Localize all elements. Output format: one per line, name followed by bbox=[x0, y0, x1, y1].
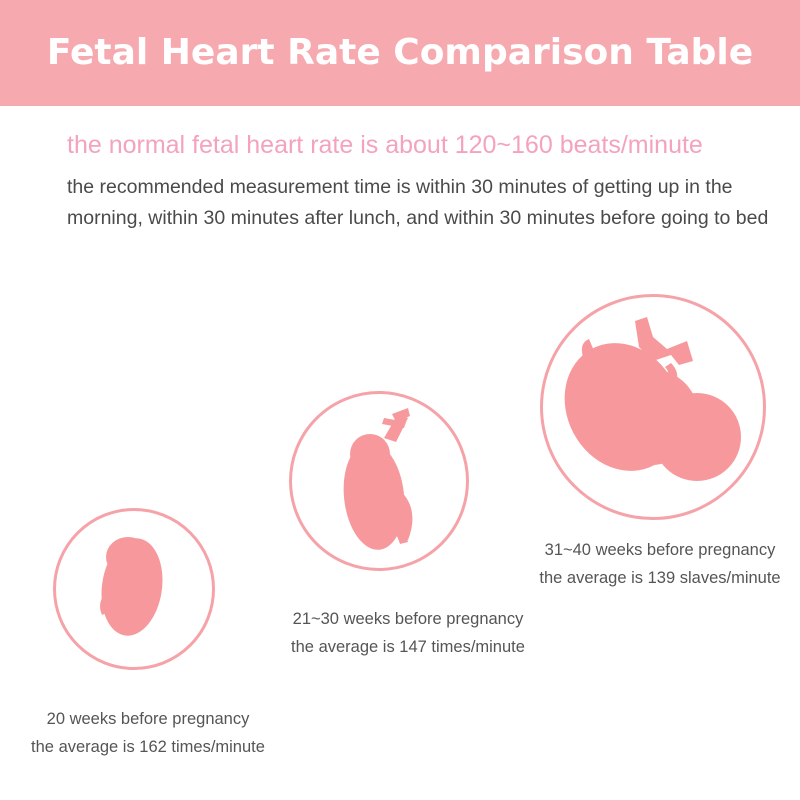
stage-2-circle bbox=[289, 391, 469, 571]
fetus-large-icon bbox=[564, 317, 741, 481]
header-banner: Fetal Heart Rate Comparison Table bbox=[0, 0, 800, 106]
stage-3-caption: 31~40 weeks before pregnancy the average… bbox=[510, 536, 800, 592]
page-title: Fetal Heart Rate Comparison Table bbox=[46, 32, 754, 73]
stage-1-period: 20 weeks before pregnancy bbox=[46, 710, 250, 728]
fetus-medium-icon bbox=[343, 408, 413, 550]
stage-3-circle bbox=[540, 294, 766, 520]
fetus-small-icon bbox=[100, 537, 163, 636]
recommendation-text: the recommended measurement time is with… bbox=[67, 176, 769, 229]
stage-1-circle bbox=[53, 508, 215, 670]
stage-2-average: the average is 147 times/minute bbox=[291, 638, 525, 656]
normal-range-text: the normal fetal heart rate is about 120… bbox=[67, 131, 703, 159]
stage-1-average: the average is 162 times/minute bbox=[31, 738, 265, 756]
stage-2-caption: 21~30 weeks before pregnancy the average… bbox=[258, 605, 558, 661]
stage-2-period: 21~30 weeks before pregnancy bbox=[292, 610, 524, 628]
stage-3-average: the average is 139 slaves/minute bbox=[539, 569, 781, 587]
stage-1-caption: 20 weeks before pregnancy the average is… bbox=[0, 705, 296, 761]
stage-3-period: 31~40 weeks before pregnancy bbox=[544, 541, 776, 559]
